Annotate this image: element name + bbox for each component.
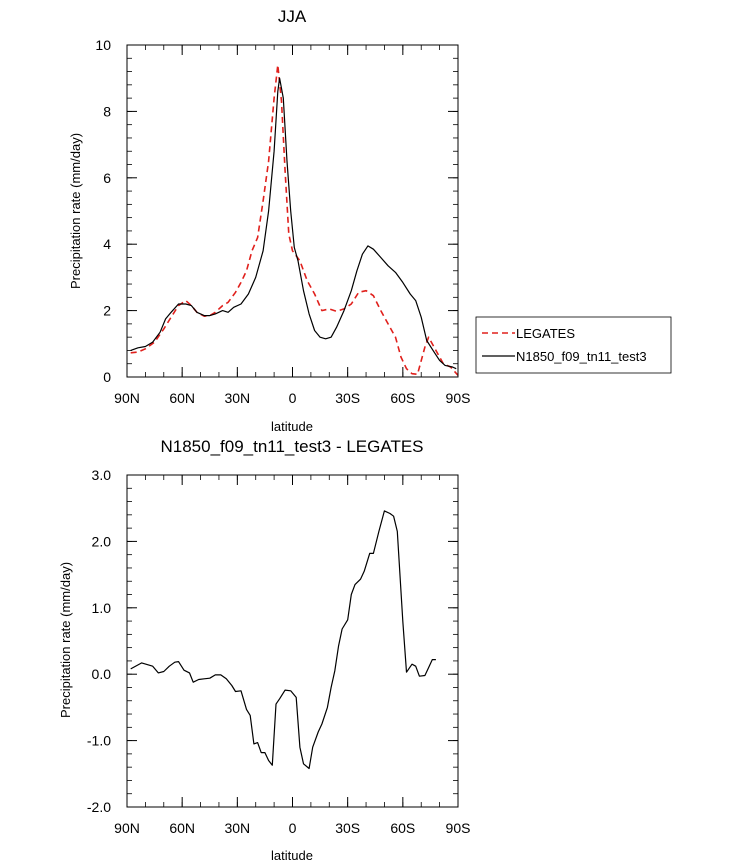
- top-chart-legend: LEGATES N1850_f09_tn11_test3: [475, 316, 672, 374]
- x-tick-label: 90S: [446, 390, 471, 406]
- bottom-chart-ylabel: Precipitation rate (mm/day): [58, 562, 73, 718]
- bottom-chart-xlabel: latitude: [271, 848, 313, 863]
- y-tick-label: 6: [103, 170, 111, 186]
- bottom-chart-title: N1850_f09_tn11_test3 - LEGATES: [160, 437, 423, 456]
- top-chart-title: JJA: [278, 7, 307, 26]
- x-tick-label: 0: [289, 390, 297, 406]
- x-tick-label: 60N: [169, 820, 195, 836]
- top-chart-xlabel: latitude: [271, 419, 313, 434]
- series-line-n1850-f09-tn11-test3-legates: [130, 510, 436, 770]
- bottom-chart-frame: [126, 474, 459, 808]
- y-tick-label: -2.0: [87, 799, 111, 815]
- x-tick-label: 30N: [224, 390, 250, 406]
- legend-label-legates: LEGATES: [516, 326, 575, 341]
- bottom-panel: N1850_f09_tn11_test3 - LEGATES 90N 60N 30N…: [58, 437, 470, 863]
- x-tick-label: 90S: [446, 820, 471, 836]
- series-line-legates: [130, 64, 459, 376]
- bottom-chart-tick-labels: 90N 60N 30N 0 30S 60S 90S -2.0 -1.0 0.0 1.0 2.0 3.0: [87, 467, 471, 836]
- x-tick-label: 30N: [224, 820, 250, 836]
- y-tick-label: 10: [95, 37, 111, 53]
- top-chart-series: [130, 64, 459, 376]
- y-tick-label: 0.0: [92, 666, 112, 682]
- x-tick-label: 90N: [114, 390, 140, 406]
- y-tick-label: 4: [103, 236, 111, 252]
- top-chart-ticks: [126, 44, 459, 378]
- y-tick-label: 2: [103, 303, 111, 319]
- x-tick-label: 0: [289, 820, 297, 836]
- x-tick-label: 60S: [390, 820, 415, 836]
- x-tick-label: 90N: [114, 820, 140, 836]
- top-chart-frame: [126, 44, 459, 378]
- x-tick-label: 30S: [335, 390, 360, 406]
- y-tick-label: 0: [103, 369, 111, 385]
- y-tick-label: 1.0: [92, 600, 112, 616]
- y-tick-label: -1.0: [87, 733, 111, 749]
- y-tick-label: 2.0: [92, 533, 112, 549]
- legend-box: [475, 316, 672, 374]
- y-tick-label: 3.0: [92, 467, 112, 483]
- y-tick-label: 8: [103, 103, 111, 119]
- x-tick-label: 30S: [335, 820, 360, 836]
- x-tick-label: 60N: [169, 390, 195, 406]
- x-tick-label: 60S: [390, 390, 415, 406]
- top-chart-ylabel: Precipitation rate (mm/day): [68, 133, 83, 289]
- bottom-chart-series: [130, 510, 436, 770]
- bottom-chart-ticks: [126, 474, 459, 808]
- series-line-n1850-f09-tn11-test3: [130, 77, 457, 370]
- legend-label-model: N1850_f09_tn11_test3: [516, 349, 647, 364]
- top-chart-tick-labels: 90N 60N 30N 0 30S 60S 90S 0 2 4 6 8 10: [95, 37, 470, 406]
